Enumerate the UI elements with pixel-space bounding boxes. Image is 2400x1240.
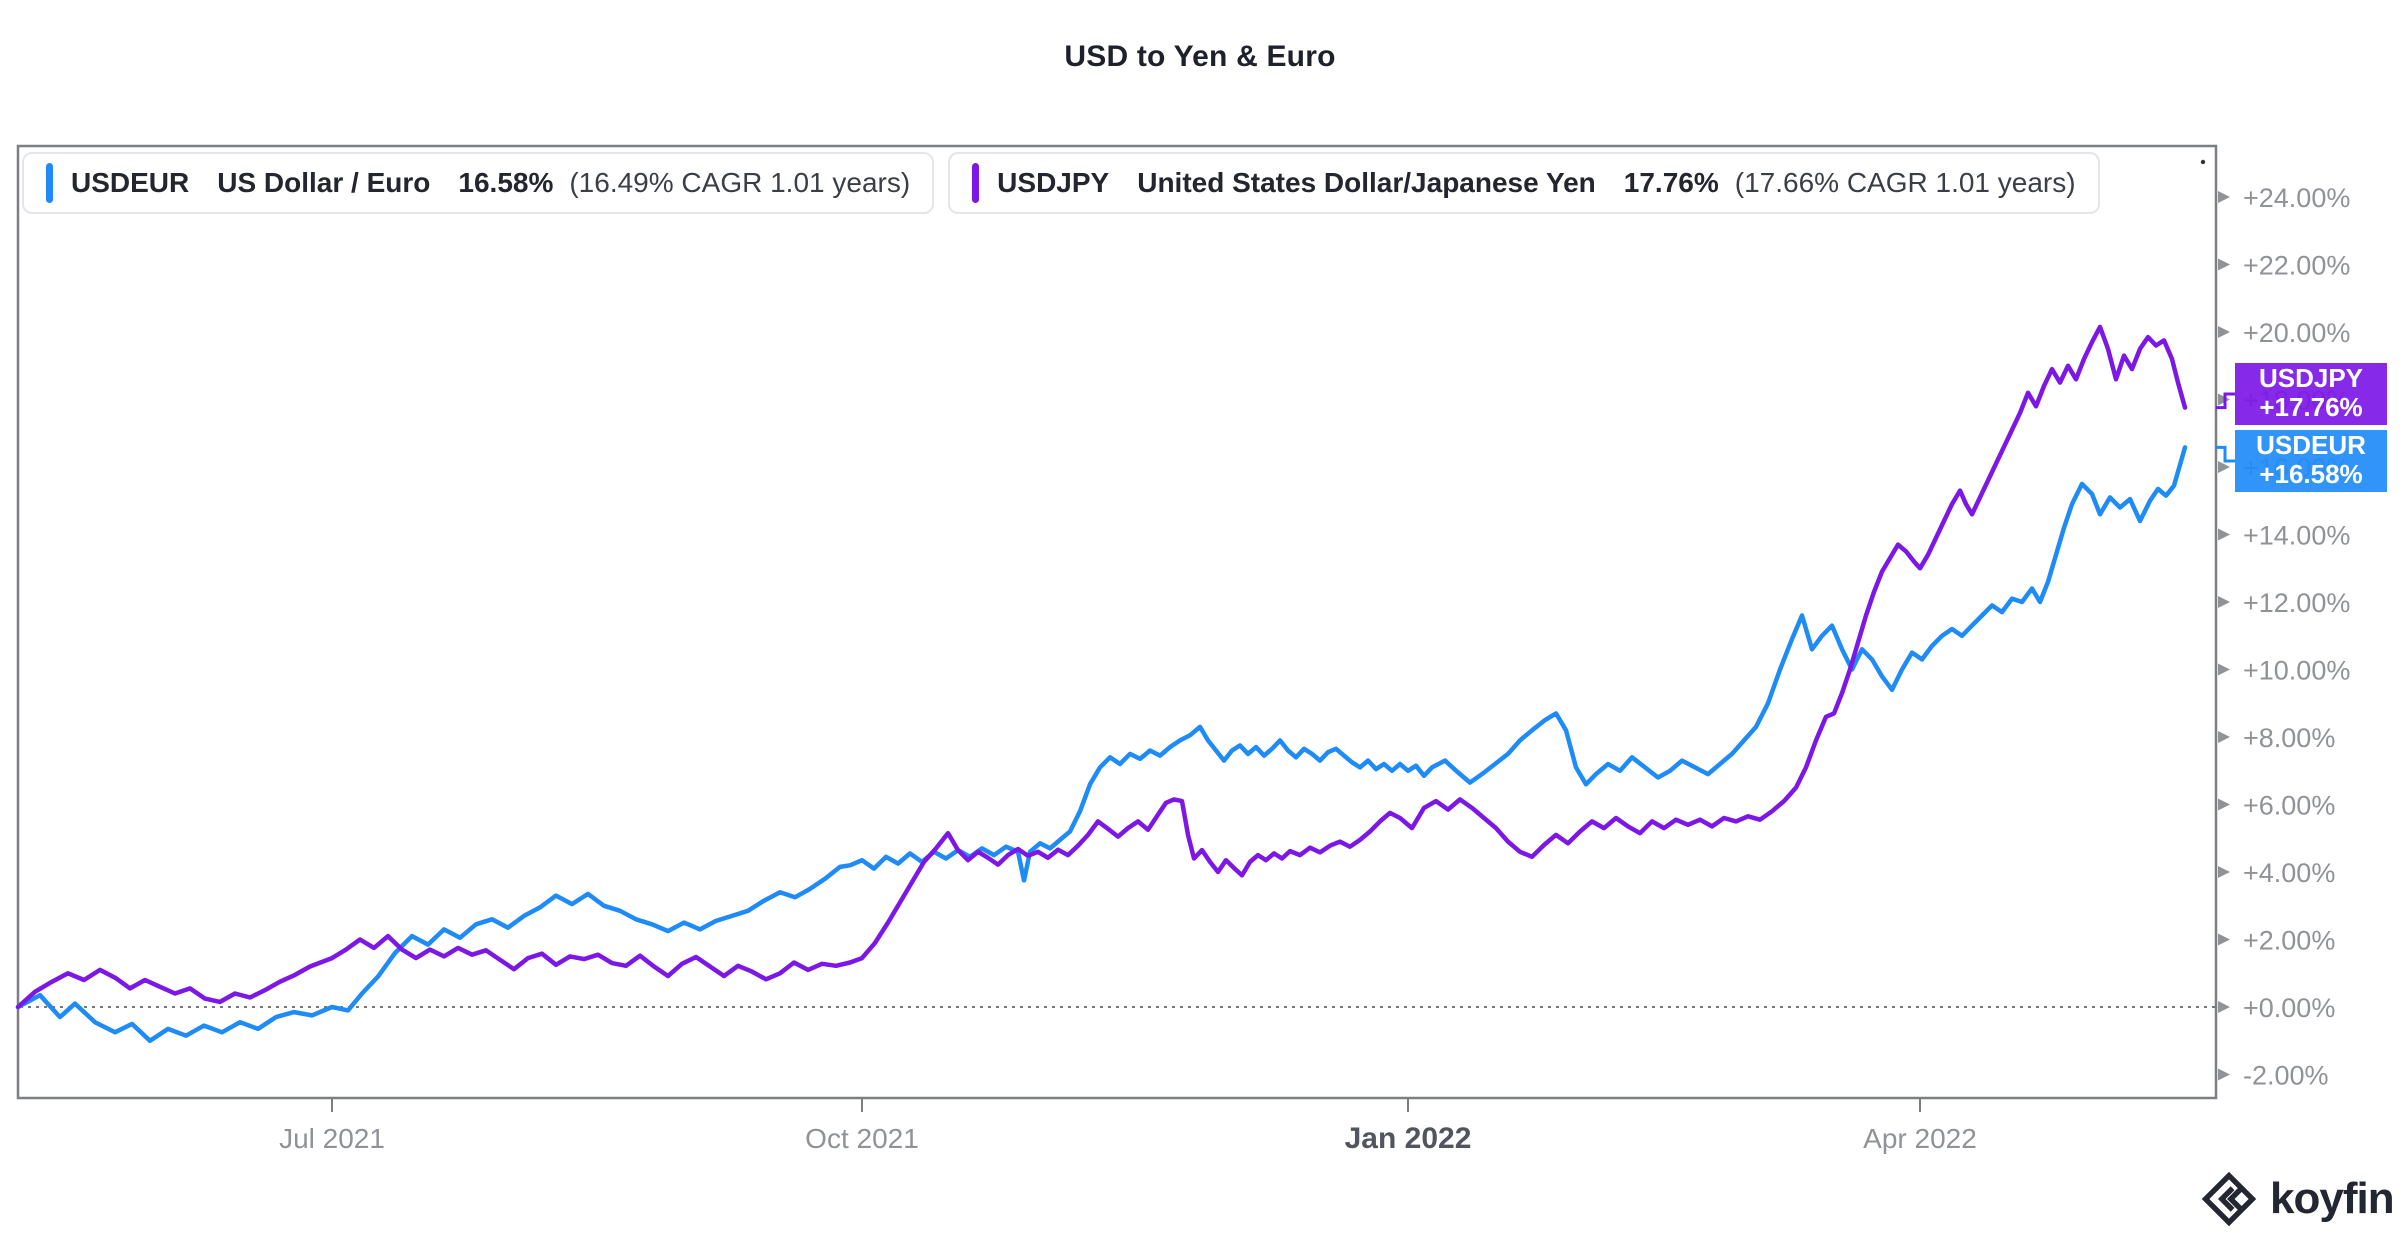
badge-connector-usdeur bbox=[2216, 445, 2235, 463]
y-axis-label: +10.00% bbox=[2243, 656, 2350, 686]
chart-title: USD to Yen & Euro bbox=[1064, 40, 1336, 73]
koyfin-logo-text: koyfin bbox=[2270, 1174, 2395, 1223]
y-axis-label: +12.00% bbox=[2243, 588, 2350, 618]
y-tick-arrow-icon bbox=[2218, 933, 2230, 946]
y-axis-label: +24.00% bbox=[2243, 183, 2350, 213]
y-tick-arrow-icon bbox=[2218, 528, 2230, 541]
y-axis-label: +20.00% bbox=[2243, 318, 2350, 348]
y-axis-label: +2.00% bbox=[2243, 926, 2335, 956]
y-tick-arrow-icon bbox=[2218, 663, 2230, 676]
usdjpy-cagr: (17.66% CAGR 1.01 years) bbox=[1734, 167, 2076, 198]
y-axis-label: +8.00% bbox=[2243, 723, 2335, 753]
y-tick-arrow-icon bbox=[2218, 326, 2230, 338]
x-axis-label: Jan 2022 bbox=[1345, 1122, 1472, 1155]
usdeur-color-bar-icon bbox=[46, 163, 53, 203]
y-axis-label: -2.00% bbox=[2243, 1061, 2329, 1091]
y-tick-arrow-icon bbox=[2218, 191, 2230, 203]
legend-item-usdeur[interactable]: USDEUR US Dollar / Euro 16.58% (16.49% C… bbox=[22, 152, 935, 214]
badge-ticker: USDEUR bbox=[2256, 430, 2366, 460]
y-tick-arrow-icon bbox=[2218, 258, 2230, 271]
y-axis-label: +14.00% bbox=[2243, 521, 2350, 551]
y-axis-label: +0.00% bbox=[2243, 993, 2335, 1023]
badge-return: +17.76% bbox=[2259, 392, 2362, 422]
koyfin-watermark: koyfin bbox=[2202, 1172, 2395, 1226]
legend: USDEUR US Dollar / Euro 16.58% (16.49% C… bbox=[22, 152, 2100, 214]
series-line-usdeur bbox=[15, 445, 2188, 1044]
usdjpy-ticker: USDJPY bbox=[997, 167, 1110, 198]
legend-item-usdjpy[interactable]: USDJPY United States Dollar/Japanese Yen… bbox=[948, 152, 2100, 214]
y-tick-arrow-icon bbox=[2218, 461, 2230, 473]
last-price-badge-usdjpy bbox=[2235, 363, 2387, 425]
usdeur-ticker: USDEUR bbox=[71, 167, 190, 198]
plot-frame bbox=[16, 144, 2218, 1100]
y-axis-label: +6.00% bbox=[2243, 791, 2335, 821]
x-axis-label: Jul 2021 bbox=[279, 1123, 385, 1154]
y-tick-arrow-icon bbox=[2218, 798, 2230, 811]
y-axis-label: +4.00% bbox=[2243, 858, 2335, 888]
usdjpy-return: 17.76% bbox=[1623, 167, 1719, 198]
usdeur-cagr: (16.49% CAGR 1.01 years) bbox=[569, 167, 911, 198]
usdjpy-name: United States Dollar/Japanese Yen bbox=[1137, 167, 1596, 198]
x-axis-label: Apr 2022 bbox=[1863, 1123, 1977, 1154]
y-tick-arrow-icon bbox=[2218, 866, 2230, 878]
badge-ticker: USDJPY bbox=[2259, 363, 2363, 393]
y-tick-arrow-icon bbox=[2218, 596, 2230, 608]
usdjpy-color-bar-icon bbox=[972, 163, 980, 203]
usdeur-name: US Dollar / Euro bbox=[217, 167, 431, 198]
y-tick-arrow-icon bbox=[2218, 1068, 2230, 1081]
last-price-badge-usdeur bbox=[2235, 430, 2387, 492]
y-tick-arrow-icon bbox=[2218, 1001, 2230, 1013]
badge-return: +16.58% bbox=[2259, 459, 2362, 489]
usdeur-return: 16.58% bbox=[458, 167, 554, 198]
y-axis-label: +22.00% bbox=[2243, 251, 2350, 281]
y-tick-arrow-icon bbox=[2218, 731, 2230, 743]
series-line-usdjpy bbox=[15, 324, 2188, 1010]
stray-dot bbox=[2200, 159, 2206, 165]
badge-connector-usdjpy bbox=[2216, 392, 2235, 410]
x-axis-label: Oct 2021 bbox=[805, 1123, 919, 1154]
koyfin-logo-icon bbox=[2202, 1172, 2256, 1226]
